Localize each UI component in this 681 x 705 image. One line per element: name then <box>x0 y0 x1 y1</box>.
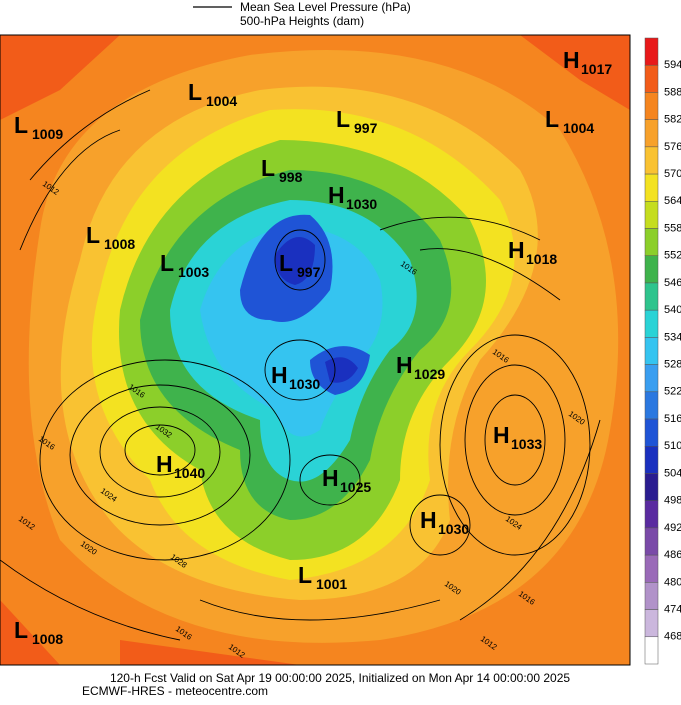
center-pressure: 1040 <box>174 465 205 481</box>
center-pressure: 1025 <box>340 479 371 495</box>
colorbar-tick-label: 576 <box>664 141 681 153</box>
center-pressure: 1033 <box>511 436 542 452</box>
colorbar-tick-label: 522 <box>664 386 681 398</box>
color-band <box>644 527 659 556</box>
center-pressure: 1004 <box>563 120 594 136</box>
legend-mslp: Mean Sea Level Pressure (hPa) <box>240 0 411 14</box>
colorbar-tick-label: 480 <box>664 576 681 588</box>
center-letter: L <box>336 106 350 132</box>
colorbar-tick-label: 594 <box>664 59 681 71</box>
color-band <box>644 391 659 420</box>
colorbar-tick-label: 582 <box>664 114 681 126</box>
center-pressure: 1018 <box>526 251 557 267</box>
center-pressure: 1008 <box>104 236 135 252</box>
center-pressure: 1001 <box>316 576 347 592</box>
colorbar-tick-label: 558 <box>664 222 681 234</box>
legend-heights: 500-hPa Heights (dam) <box>240 14 364 28</box>
center-letter: L <box>86 222 100 248</box>
color-band <box>644 146 659 175</box>
footer-source: ECMWF-HRES - meteocentre.com <box>82 684 268 698</box>
colorbar: 594 588 582 576 570 564 558 552 546 540 534 528 522 5… <box>644 37 681 665</box>
color-band <box>644 119 659 148</box>
colorbar-tick-label: 492 <box>664 522 681 534</box>
center-pressure: 1009 <box>32 126 63 142</box>
center-letter: H <box>493 422 510 448</box>
center-letter: H <box>271 362 288 388</box>
color-band <box>644 636 659 665</box>
color-band <box>644 364 659 393</box>
color-band <box>644 554 659 583</box>
center-pressure: 1029 <box>414 366 445 382</box>
colorbar-tick-label: 516 <box>664 413 681 425</box>
height-band <box>275 237 358 383</box>
center-letter: H <box>328 182 345 208</box>
center-pressure: 997 <box>297 264 321 280</box>
colorbar-tick-label: 540 <box>664 304 681 316</box>
colorbar-tick-label: 588 <box>664 86 681 98</box>
center-pressure: 1003 <box>178 264 209 280</box>
isobars <box>0 89 601 641</box>
color-band <box>644 37 659 66</box>
footer-valid: 120-h Fcst Valid on Sat Apr 19 00:00:00 … <box>110 671 570 685</box>
center-pressure: 1008 <box>32 631 63 647</box>
center-letter: L <box>545 106 559 132</box>
center-letter: H <box>396 352 413 378</box>
map-frame <box>0 34 631 666</box>
color-band <box>644 446 659 474</box>
color-band <box>644 201 659 229</box>
center-letter: L <box>14 617 28 643</box>
center-letter: L <box>188 79 202 105</box>
color-band <box>644 609 659 638</box>
colorbar-tick-label: 498 <box>664 495 681 507</box>
color-band <box>644 255 659 284</box>
color-band <box>644 309 659 338</box>
colorbar-tick-label: 504 <box>664 467 681 479</box>
center-letter: L <box>14 112 28 138</box>
color-band <box>644 92 659 120</box>
center-letter: H <box>322 465 339 491</box>
color-band <box>644 582 659 610</box>
center-letter: H <box>420 507 437 533</box>
colorbar-tick-label: 528 <box>664 359 681 371</box>
center-pressure: 1030 <box>438 521 469 537</box>
colorbar-tick-label: 486 <box>664 549 681 561</box>
center-letter: L <box>279 250 293 276</box>
colorbar-tick-label: 468 <box>664 631 681 643</box>
colorbar-tick-label: 510 <box>664 440 681 452</box>
colorbar-tick-label: 570 <box>664 168 681 180</box>
center-pressure: 998 <box>279 169 303 185</box>
height-band <box>240 214 370 395</box>
center-letter: L <box>160 250 174 276</box>
color-band <box>644 228 659 256</box>
center-letter: H <box>563 47 580 73</box>
center-pressure: 1017 <box>581 61 612 77</box>
color-band <box>644 282 659 311</box>
color-band <box>644 473 659 501</box>
center-pressure: 997 <box>354 120 378 136</box>
color-band <box>644 337 659 365</box>
center-letter: H <box>156 451 173 477</box>
center-letter: H <box>508 237 525 263</box>
center-pressure: 1004 <box>206 93 237 109</box>
color-band <box>644 173 659 202</box>
center-pressure: 1030 <box>346 196 377 212</box>
center-letter: L <box>261 155 275 181</box>
center-pressure: 1030 <box>289 376 320 392</box>
colorbar-tick-label: 546 <box>664 277 681 289</box>
color-band <box>644 64 659 93</box>
colorbar-tick-label: 534 <box>664 331 681 343</box>
center-letter: L <box>298 562 312 588</box>
colorbar-tick-label: 552 <box>664 250 681 262</box>
colorbar-tick-label: 564 <box>664 195 681 207</box>
colorbar-tick-label: 474 <box>664 603 681 615</box>
color-band <box>644 500 659 529</box>
color-band <box>644 418 659 447</box>
